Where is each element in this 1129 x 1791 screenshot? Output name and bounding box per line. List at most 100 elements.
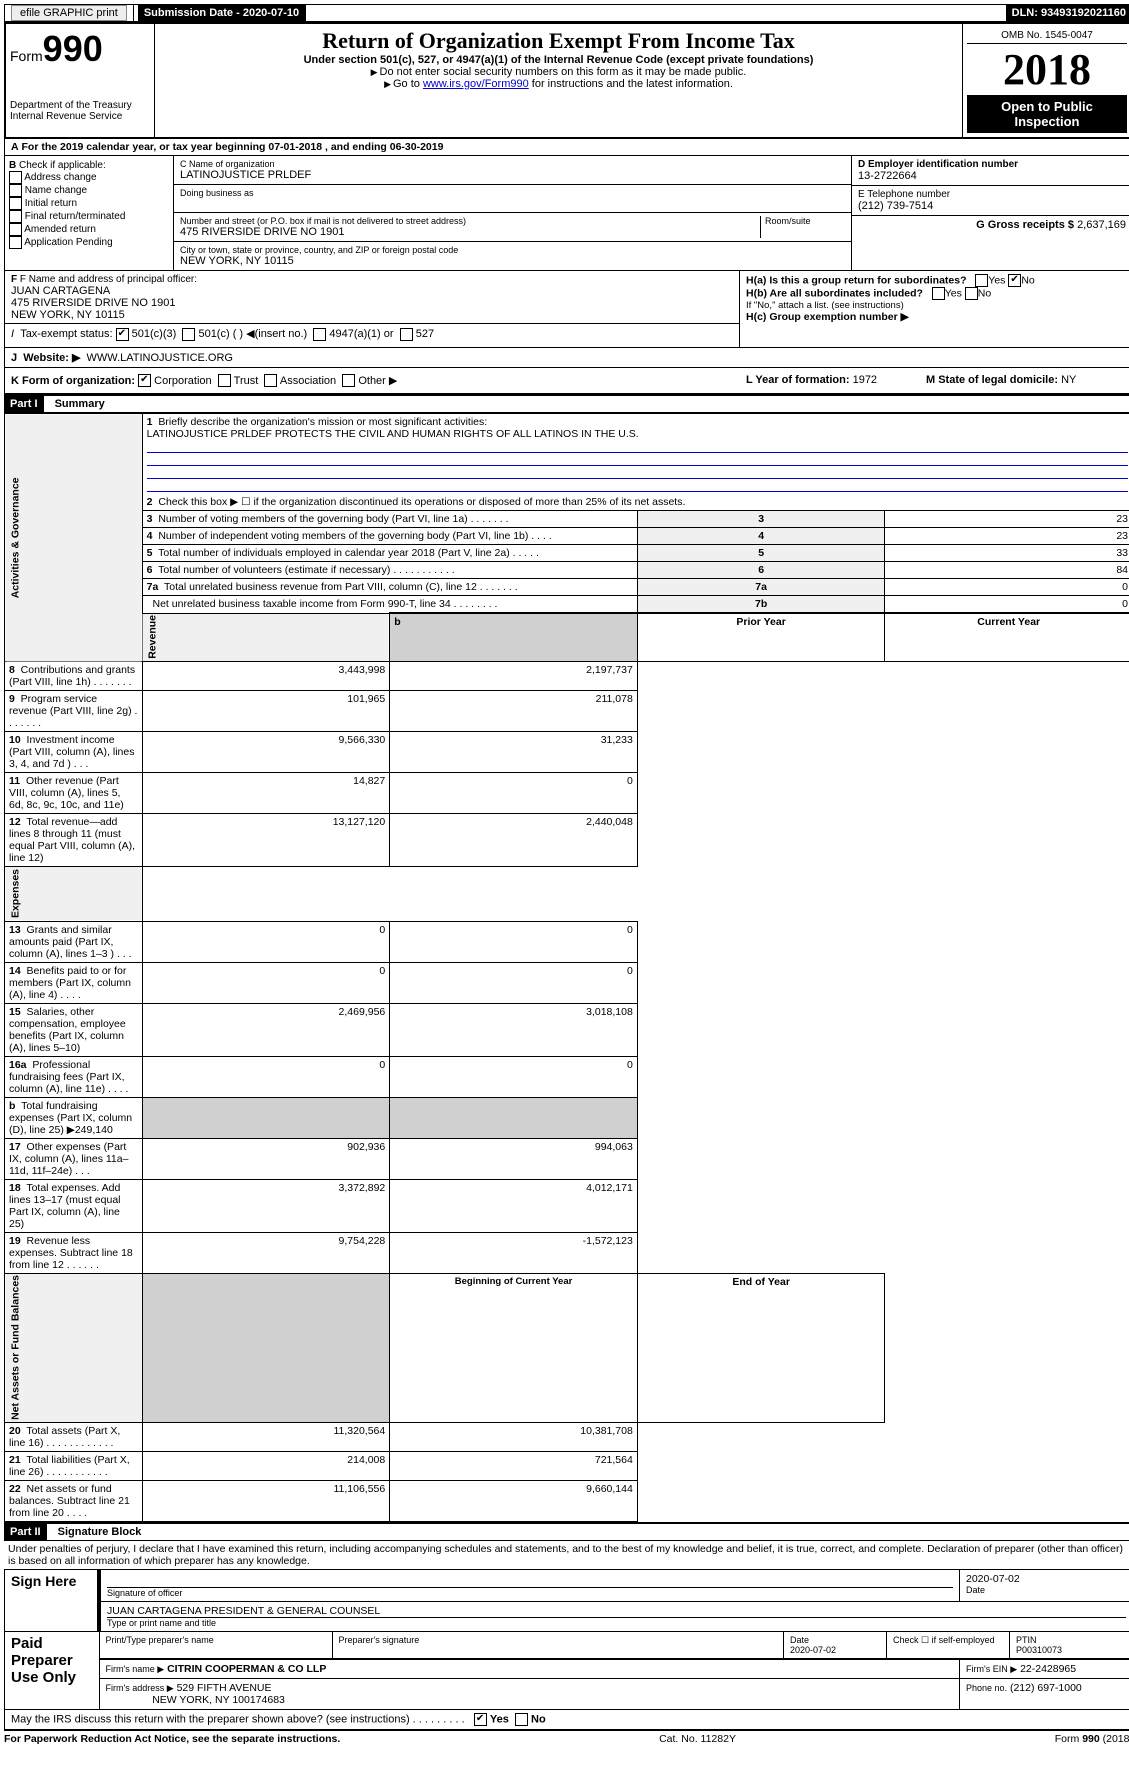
table-row: 13 Grants and similar amounts paid (Part… xyxy=(5,921,1129,962)
form-number: 990 xyxy=(43,28,103,69)
table-row: 11 Other revenue (Part VIII, column (A),… xyxy=(5,773,1129,814)
prep-date: 2020-07-02 xyxy=(790,1645,836,1655)
form-footer: Form 990 (2018) xyxy=(1055,1733,1129,1745)
checkbox-hb-no[interactable] xyxy=(965,287,978,300)
type-print-label: Type or print name and title xyxy=(107,1618,1126,1628)
officer-addr1: 475 RIVERSIDE DRIVE NO 1901 xyxy=(11,297,733,309)
hb-label: H(b) Are all subordinates included? xyxy=(746,287,923,299)
phone-label: E Telephone number xyxy=(858,189,1126,200)
paid-preparer-label: Paid Preparer Use Only xyxy=(5,1632,100,1710)
year-formation: 1972 xyxy=(853,374,877,386)
checkbox-discuss-yes[interactable] xyxy=(474,1713,487,1726)
table-row: 20 Total assets (Part X, line 16) . . . … xyxy=(5,1423,1129,1452)
part1-name: Summary xyxy=(47,398,105,410)
checkbox-corporation[interactable] xyxy=(138,374,151,387)
summary-table: Activities & Governance 1 Briefly descri… xyxy=(4,413,1129,1522)
form-label: Form xyxy=(10,48,43,64)
vlabel-rev: Revenue xyxy=(142,613,390,662)
table-row: 21 Total liabilities (Part X, line 26) .… xyxy=(5,1452,1129,1481)
check-self-label: Check ☐ if self-employed xyxy=(887,1632,1010,1659)
checkbox-501c3[interactable] xyxy=(116,328,129,341)
checkbox-ha-yes[interactable] xyxy=(975,274,988,287)
table-row: 18 Total expenses. Add lines 13–17 (must… xyxy=(5,1179,1129,1232)
addr-label: Number and street (or P.O. box if mail i… xyxy=(180,216,760,226)
blank-cell: b xyxy=(390,613,638,662)
hb-note: If "No," attach a list. (see instruction… xyxy=(746,300,1126,311)
dept-label: Department of the Treasury xyxy=(10,100,150,111)
website-row: J Website: ▶ WWW.LATINOJUSTICE.ORG xyxy=(4,348,1129,368)
k-label: K Form of organization: xyxy=(11,375,135,387)
website-label: Website: ▶ xyxy=(23,352,80,364)
hdr-prior: Prior Year xyxy=(637,613,885,662)
table-row: 16a Professional fundraising fees (Part … xyxy=(5,1056,1129,1097)
table-row: b Total fundraising expenses (Part IX, c… xyxy=(5,1097,1129,1138)
table-row: 6 Total number of volunteers (estimate i… xyxy=(5,562,1129,579)
pra-notice: For Paperwork Reduction Act Notice, see … xyxy=(4,1733,340,1745)
officer-group-section: F F Name and address of principal office… xyxy=(4,271,1129,348)
ein: 13-2722664 xyxy=(858,170,1126,182)
efile-button[interactable]: efile GRAPHIC print xyxy=(11,5,127,21)
form-header: Form990 Department of the Treasury Inter… xyxy=(4,22,1129,139)
checkbox-address-change[interactable] xyxy=(9,171,22,184)
table-row: 8 Contributions and grants (Part VIII, l… xyxy=(5,662,1129,691)
table-row: 22 Net assets or fund balances. Subtract… xyxy=(5,1481,1129,1522)
checkbox-initial-return[interactable] xyxy=(9,197,22,210)
table-row: 4 Number of independent voting members o… xyxy=(5,528,1129,545)
checkbox-501c[interactable] xyxy=(182,328,195,341)
sub3-post: for instructions and the latest informat… xyxy=(529,78,733,90)
sub3-pre: Go to xyxy=(393,78,423,90)
tax-year: 2018 xyxy=(967,44,1127,95)
checkbox-association[interactable] xyxy=(264,374,277,387)
hc-label: H(c) Group exemption number ▶ xyxy=(746,311,909,323)
subtitle-1: Under section 501(c), 527, or 4947(a)(1)… xyxy=(159,54,958,66)
l-label: L Year of formation: xyxy=(746,374,850,386)
checkbox-application-pending[interactable] xyxy=(9,236,22,249)
checkbox-hb-yes[interactable] xyxy=(932,287,945,300)
checkbox-other[interactable] xyxy=(342,374,355,387)
checkbox-4947[interactable] xyxy=(313,328,326,341)
part2-header: Part II Signature Block xyxy=(4,1522,1129,1541)
hdr-beg: Beginning of Current Year xyxy=(390,1273,638,1423)
website: WWW.LATINOJUSTICE.ORG xyxy=(87,352,233,364)
table-row: 3 Number of voting members of the govern… xyxy=(5,511,1129,528)
city-label: City or town, state or province, country… xyxy=(180,245,845,255)
vlabel-net: Net Assets or Fund Balances xyxy=(5,1273,143,1423)
discuss-row: May the IRS discuss this return with the… xyxy=(4,1710,1129,1730)
domicile-state: NY xyxy=(1061,374,1076,386)
officer-name: JUAN CARTAGENA xyxy=(11,285,733,297)
table-row: 12 Total revenue—add lines 8 through 11 … xyxy=(5,814,1129,867)
checkbox-trust[interactable] xyxy=(218,374,231,387)
officer-name-line: JUAN CARTAGENA PRESIDENT & GENERAL COUNS… xyxy=(107,1605,1126,1618)
table-row: 19 Revenue less expenses. Subtract line … xyxy=(5,1232,1129,1273)
q2-text: Check this box ▶ ☐ if the organization d… xyxy=(158,496,685,508)
identification-section: B Check if applicable: Address change Na… xyxy=(4,156,1129,271)
ha-label: H(a) Is this a group return for subordin… xyxy=(746,274,967,286)
check-applicable-label: Check if applicable: xyxy=(19,160,106,171)
org-name: LATINOJUSTICE PRLDEF xyxy=(180,169,845,181)
table-row: 5 Total number of individuals employed i… xyxy=(5,545,1129,562)
q1-label: Briefly describe the organization's miss… xyxy=(158,416,487,428)
checkbox-527[interactable] xyxy=(400,328,413,341)
table-row: 9 Program service revenue (Part VIII, li… xyxy=(5,691,1129,732)
ptin: P00310073 xyxy=(1016,1645,1062,1655)
klm-row: K Form of organization: Corporation Trus… xyxy=(4,368,1129,395)
prep-sig-label: Preparer's signature xyxy=(332,1632,784,1659)
checkbox-discuss-no[interactable] xyxy=(515,1713,528,1726)
q1-answer: LATINOJUSTICE PRLDEF PROTECTS THE CIVIL … xyxy=(147,428,639,440)
checkbox-final-return[interactable] xyxy=(9,210,22,223)
firm-name: CITRIN COOPERMAN & CO LLP xyxy=(167,1663,326,1675)
table-row: 10 Investment income (Part VIII, column … xyxy=(5,732,1129,773)
table-row: 14 Benefits paid to or for members (Part… xyxy=(5,962,1129,1003)
sign-here-label: Sign Here xyxy=(5,1570,100,1632)
firm-phone: (212) 697-1000 xyxy=(1010,1682,1082,1694)
signature-table: Sign Here Signature of officer 2020-07-0… xyxy=(4,1569,1129,1710)
form990-link[interactable]: www.irs.gov/Form990 xyxy=(423,78,529,90)
cat-number: Cat. No. 11282Y xyxy=(659,1733,736,1745)
checkbox-ha-no[interactable] xyxy=(1008,274,1021,287)
firm-addr1: 529 FIFTH AVENUE xyxy=(177,1682,272,1694)
table-row: Net unrelated business taxable income fr… xyxy=(5,596,1129,614)
checkbox-name-change[interactable] xyxy=(9,184,22,197)
checkbox-amended-return[interactable] xyxy=(9,223,22,236)
tax-status-label: Tax-exempt status: xyxy=(20,328,112,340)
sig-officer-label: Signature of officer xyxy=(107,1588,953,1598)
